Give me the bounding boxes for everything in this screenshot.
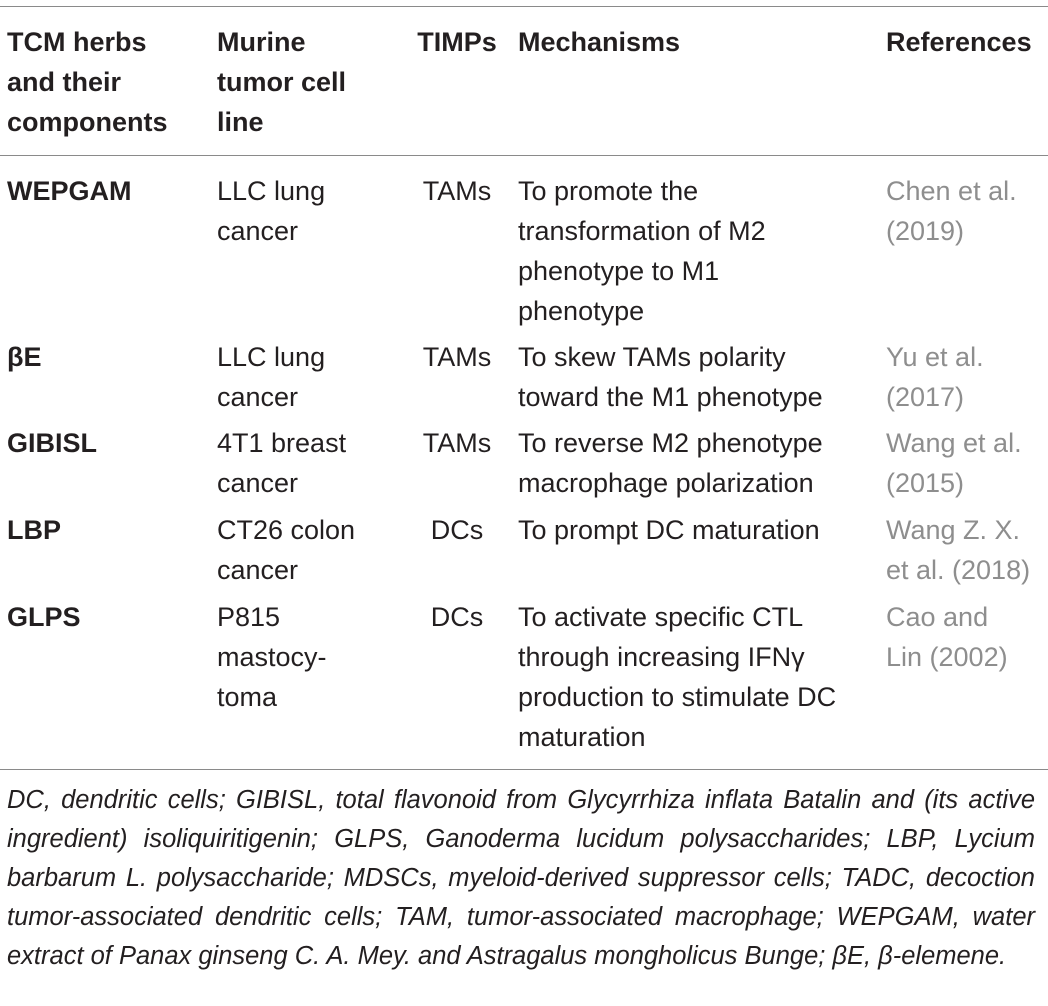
mechanism: To reverse M2 phenotype macrophage polar… [518, 428, 823, 498]
herb-name: GLPS [7, 602, 81, 632]
table-footnote: DC, dendritic cells; GIBISL, total flavo… [7, 786, 1035, 970]
timps-value: TAMs [422, 428, 492, 458]
mechanism: To activate specific CTL through increas… [518, 602, 837, 752]
timps-value: TAMs [422, 176, 492, 206]
herb-name: GIBISL [7, 428, 98, 458]
mechanism: To promote the transformation of M2 phen… [518, 176, 766, 326]
mechanism: To prompt DC maturation [518, 515, 820, 545]
reference-link[interactable]: Cao and Lin (2002) [886, 602, 1008, 672]
header-herbs: TCM herbs and their components [7, 27, 168, 137]
reference-link[interactable]: Wang et al. (2015) [886, 428, 1022, 498]
table-top-rule [0, 6, 1048, 7]
cell-line: 4T1 breast cancer [217, 428, 347, 498]
reference-link[interactable]: Chen et al. (2019) [886, 176, 1017, 246]
herb-name: βE [7, 342, 42, 372]
mechanism: To skew TAMs polarity toward the M1 phen… [518, 342, 823, 412]
herb-name: LBP [7, 515, 61, 545]
herb-name: WEPGAM [7, 176, 132, 206]
reference-link[interactable]: Yu et al. (2017) [886, 342, 984, 412]
header-mechanisms: Mechanisms [518, 27, 681, 57]
header-cell-line: Murine tumor cell line [217, 27, 347, 137]
header-timps: TIMPs [417, 27, 497, 57]
table-header-rule [0, 155, 1048, 156]
cell-line: P815 mastocy- toma [217, 602, 327, 712]
cell-line: LLC lung cancer [217, 342, 326, 412]
cell-line: LLC lung cancer [217, 176, 326, 246]
timps-value: DCs [430, 515, 484, 545]
table-bottom-rule [0, 769, 1048, 770]
timps-value: TAMs [422, 342, 492, 372]
reference-link[interactable]: Wang Z. X. et al. (2018) [886, 515, 1031, 585]
cell-line: CT26 colon cancer [217, 515, 356, 585]
timps-value: DCs [430, 602, 484, 632]
header-references: References [886, 27, 1032, 57]
